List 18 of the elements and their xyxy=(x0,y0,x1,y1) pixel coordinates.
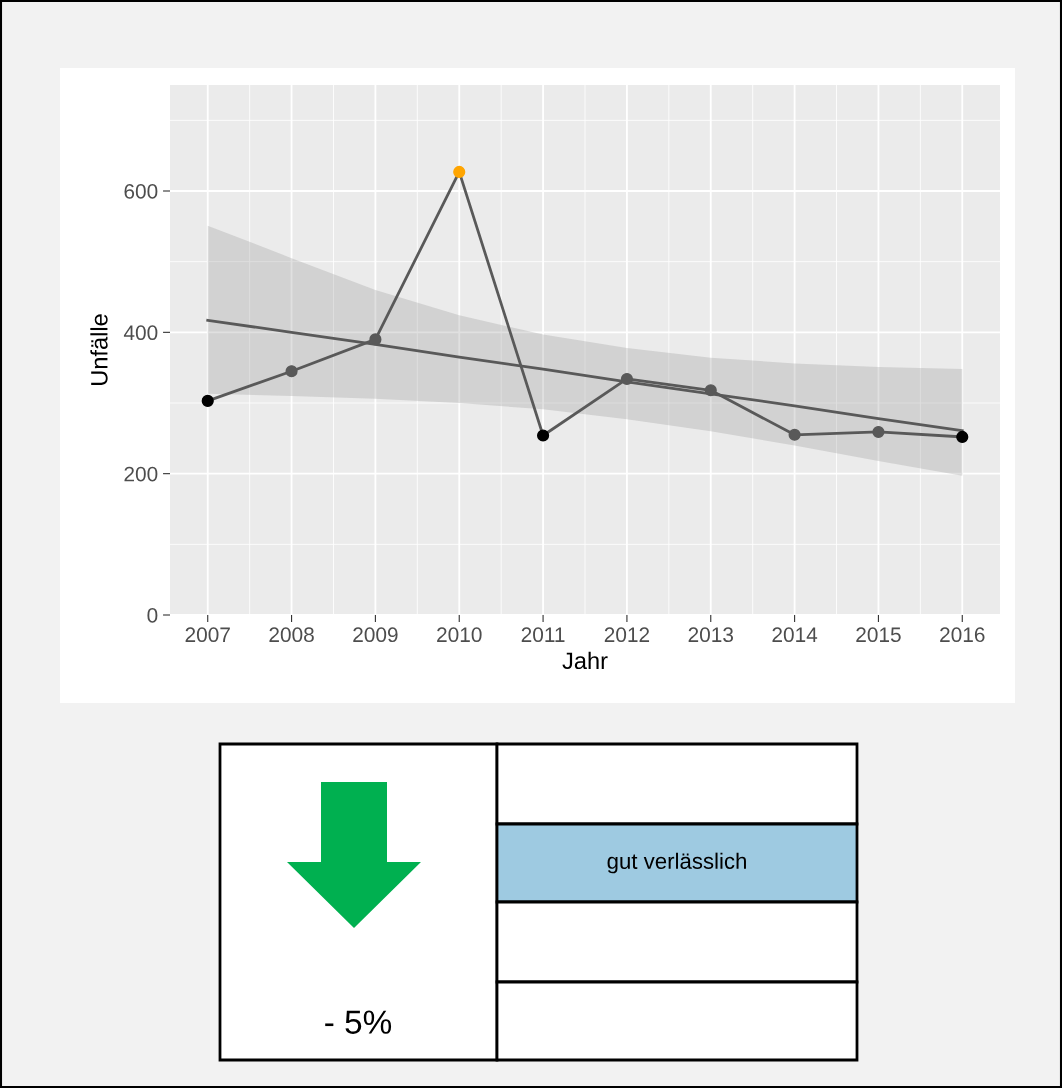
x-tick-label: 2014 xyxy=(772,627,818,643)
x-tick-label: 2010 xyxy=(437,627,482,643)
text: - 5% xyxy=(325,1010,392,1034)
x-tick-label: 2016 xyxy=(940,627,985,643)
y-axis-title: Unfälle xyxy=(90,314,108,385)
x-tick-label: 2008 xyxy=(269,627,314,643)
x-tick-label: 2007 xyxy=(185,627,230,643)
y-tick-label: 200 xyxy=(124,466,158,482)
y-tick-label: 400 xyxy=(123,325,158,341)
x-tick-label: 2013 xyxy=(688,627,734,643)
x-tick-label: 2015 xyxy=(856,627,901,643)
x-tick-label: 2012 xyxy=(604,627,650,643)
text: gut verlässlich xyxy=(607,852,746,874)
x-tick-label: 2011 xyxy=(521,627,565,643)
x-tick-label: 2009 xyxy=(353,627,398,643)
y-tick-label: 0 xyxy=(147,608,158,623)
x-axis-title: Jahr xyxy=(562,651,608,670)
y-tick-label: 600 xyxy=(124,184,158,199)
